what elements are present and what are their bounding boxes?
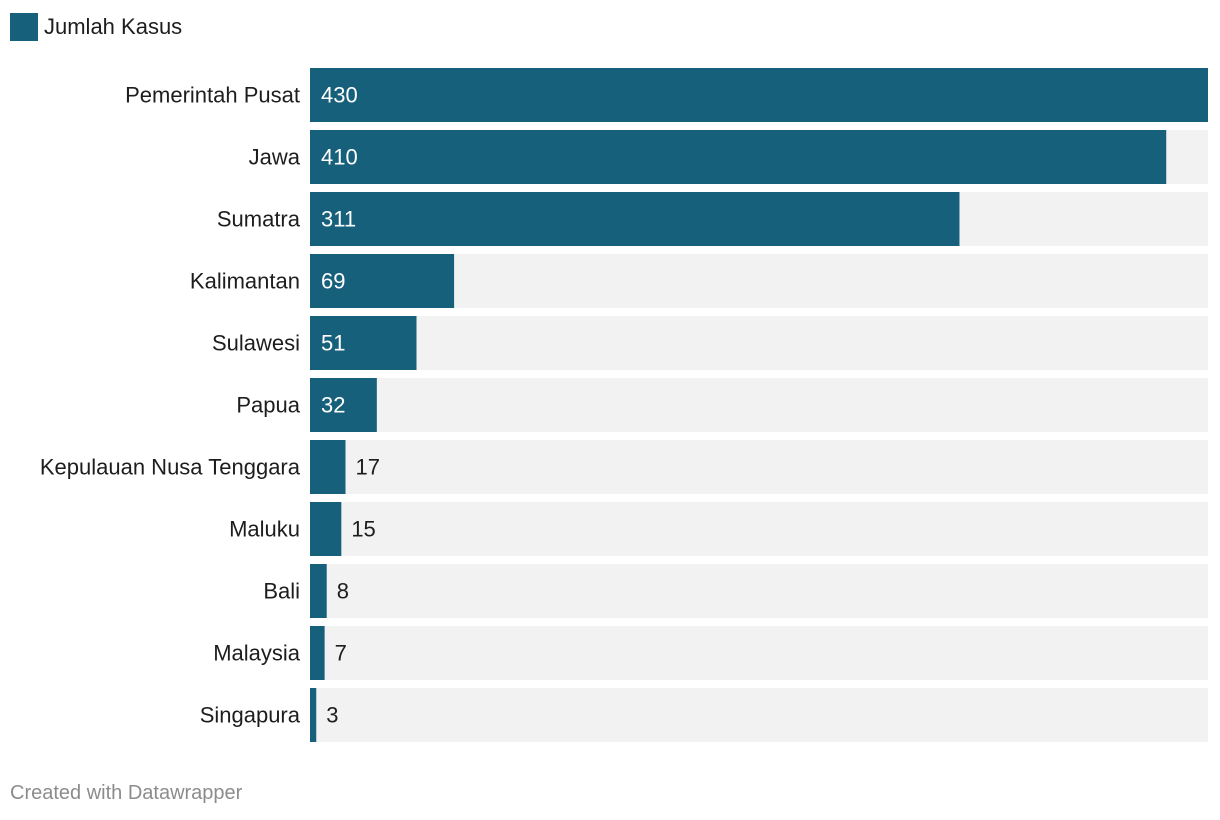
bar-row: Kalimantan 69 xyxy=(190,254,1208,308)
category-label: Kepulauan Nusa Tenggara xyxy=(40,455,301,480)
bar[interactable] xyxy=(310,564,327,618)
category-label: Pemerintah Pusat xyxy=(125,83,300,108)
bar-row: Papua 32 xyxy=(236,378,1208,432)
value-label: 7 xyxy=(335,641,347,666)
bar-chart: Pemerintah Pusat 430 Jawa 410 Sumatra 311 Kali… xyxy=(40,68,1208,742)
legend: Jumlah Kasus xyxy=(10,12,182,42)
bar-row: Singapura 3 xyxy=(200,688,1208,742)
value-label: 8 xyxy=(337,579,349,604)
bar-row: Jawa 410 xyxy=(249,130,1208,184)
legend-swatch xyxy=(10,13,38,41)
value-label: 15 xyxy=(351,517,375,542)
bar-row: Sumatra 311 xyxy=(217,192,1208,246)
bar-track xyxy=(310,378,1208,432)
category-label: Kalimantan xyxy=(190,269,300,294)
bar[interactable] xyxy=(310,130,1167,184)
bar-row: Pemerintah Pusat 430 xyxy=(125,68,1208,122)
bar-track xyxy=(310,626,1208,680)
category-label: Jawa xyxy=(249,145,301,170)
bar-track xyxy=(310,564,1208,618)
bar-track xyxy=(310,502,1208,556)
value-label: 3 xyxy=(326,703,338,728)
value-label: 51 xyxy=(321,331,345,356)
category-label: Singapura xyxy=(200,703,301,728)
value-label: 32 xyxy=(321,393,345,418)
bar-track xyxy=(310,688,1208,742)
bar-row: Kepulauan Nusa Tenggara 17 xyxy=(40,440,1208,494)
value-label: 69 xyxy=(321,269,345,294)
bar[interactable] xyxy=(310,688,317,742)
value-label: 311 xyxy=(321,207,356,232)
category-label: Papua xyxy=(236,393,300,418)
value-label: 430 xyxy=(321,83,358,108)
value-label: 410 xyxy=(321,145,358,170)
bar[interactable] xyxy=(310,502,342,556)
bar[interactable] xyxy=(310,68,1208,122)
bar[interactable] xyxy=(310,192,960,246)
bar-row: Sulawesi 51 xyxy=(212,316,1208,370)
category-label: Sulawesi xyxy=(212,331,300,356)
bar-row: Bali 8 xyxy=(263,564,1208,618)
bar-track xyxy=(310,440,1208,494)
category-label: Bali xyxy=(263,579,300,604)
category-label: Maluku xyxy=(229,517,300,542)
bar[interactable] xyxy=(310,316,417,370)
value-label: 17 xyxy=(356,455,380,480)
category-label: Malaysia xyxy=(213,641,301,666)
bar-row: Maluku 15 xyxy=(229,502,1208,556)
category-label: Sumatra xyxy=(217,207,301,232)
bar-row: Malaysia 7 xyxy=(213,626,1208,680)
bar-track xyxy=(310,254,1208,308)
bar[interactable] xyxy=(310,440,346,494)
legend-label: Jumlah Kasus xyxy=(44,14,183,39)
bar-track xyxy=(310,316,1208,370)
footer-credit[interactable]: Created with Datawrapper xyxy=(10,782,243,804)
bar[interactable] xyxy=(310,626,325,680)
bar[interactable] xyxy=(310,254,455,308)
bar[interactable] xyxy=(310,378,377,432)
